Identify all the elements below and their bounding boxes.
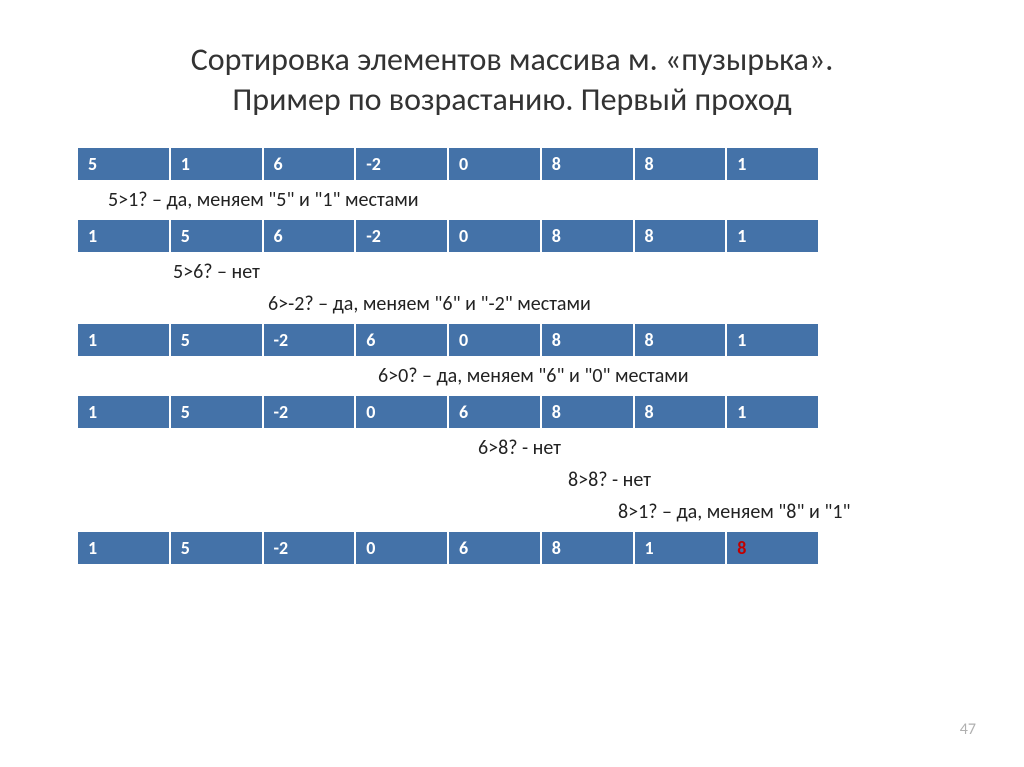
array-cell: 0 <box>449 220 542 252</box>
title-line-1: Сортировка элементов массива м. «пузырьк… <box>191 40 834 79</box>
array-row: 516-20881 <box>78 148 818 180</box>
array-cell: 8 <box>635 148 728 180</box>
array-cell: 6 <box>449 396 542 428</box>
array-cell: 8 <box>542 532 635 564</box>
array-cell: 0 <box>356 396 449 428</box>
array-cell: 8 <box>635 324 728 356</box>
array-row: 15-206818 <box>78 532 818 564</box>
array-cell: 5 <box>171 324 264 356</box>
slide: Сортировка элементов массива м. «пузырьк… <box>0 0 1024 767</box>
array-cell: 5 <box>171 396 264 428</box>
array-row: 15-260881 <box>78 324 818 356</box>
array-cell: 8 <box>542 396 635 428</box>
step-caption: 6>0? – да, меняем "6" и "0" местами <box>378 364 964 388</box>
slide-title: Сортировка элементов массива м. «пузырьк… <box>60 40 964 120</box>
page-number: 47 <box>960 720 976 739</box>
array-cell: 6 <box>356 324 449 356</box>
array-cell: 1 <box>78 220 171 252</box>
array-cell: 8 <box>727 532 818 564</box>
array-cell: 1 <box>727 324 818 356</box>
array-cell: 5 <box>78 148 171 180</box>
array-cell: 1 <box>78 396 171 428</box>
step-caption: 6>8? - нет <box>478 436 964 460</box>
array-cell: -2 <box>356 148 449 180</box>
array-cell: -2 <box>264 532 357 564</box>
array-cell: 5 <box>171 220 264 252</box>
step-caption: 6>-2? – да, меняем "6" и "-2" местами <box>268 292 964 316</box>
array-cell: 8 <box>542 220 635 252</box>
array-cell: 5 <box>171 532 264 564</box>
array-row: 156-20881 <box>78 220 818 252</box>
array-cell: 6 <box>449 532 542 564</box>
array-cell: 8 <box>542 324 635 356</box>
array-cell: -2 <box>264 396 357 428</box>
step-caption: 5>1? – да, меняем "5" и "1" местами <box>108 188 964 212</box>
array-cell: 1 <box>727 396 818 428</box>
array-cell: 0 <box>449 148 542 180</box>
step-caption: 8>8? - нет <box>568 468 964 492</box>
array-cell: -2 <box>264 324 357 356</box>
array-cell: 1 <box>727 220 818 252</box>
array-row: 15-206881 <box>78 396 818 428</box>
array-cell: 6 <box>264 148 357 180</box>
array-cell: 1 <box>727 148 818 180</box>
array-cell: 8 <box>542 148 635 180</box>
array-cell: 1 <box>171 148 264 180</box>
array-cell: 0 <box>356 532 449 564</box>
array-cell: 1 <box>78 324 171 356</box>
steps-container: 516-208815>1? – да, меняем "5" и "1" мес… <box>60 148 964 564</box>
array-cell: 8 <box>635 396 728 428</box>
step-caption: 8>1? – да, меняем "8" и "1" <box>618 500 964 524</box>
array-cell: 1 <box>78 532 171 564</box>
array-cell: 0 <box>449 324 542 356</box>
step-caption: 5>6? – нет <box>173 260 964 284</box>
array-cell: -2 <box>356 220 449 252</box>
title-line-2: Пример по возрастанию. Первый проход <box>232 80 791 119</box>
array-cell: 8 <box>635 220 728 252</box>
array-cell: 6 <box>264 220 357 252</box>
array-cell: 1 <box>635 532 728 564</box>
